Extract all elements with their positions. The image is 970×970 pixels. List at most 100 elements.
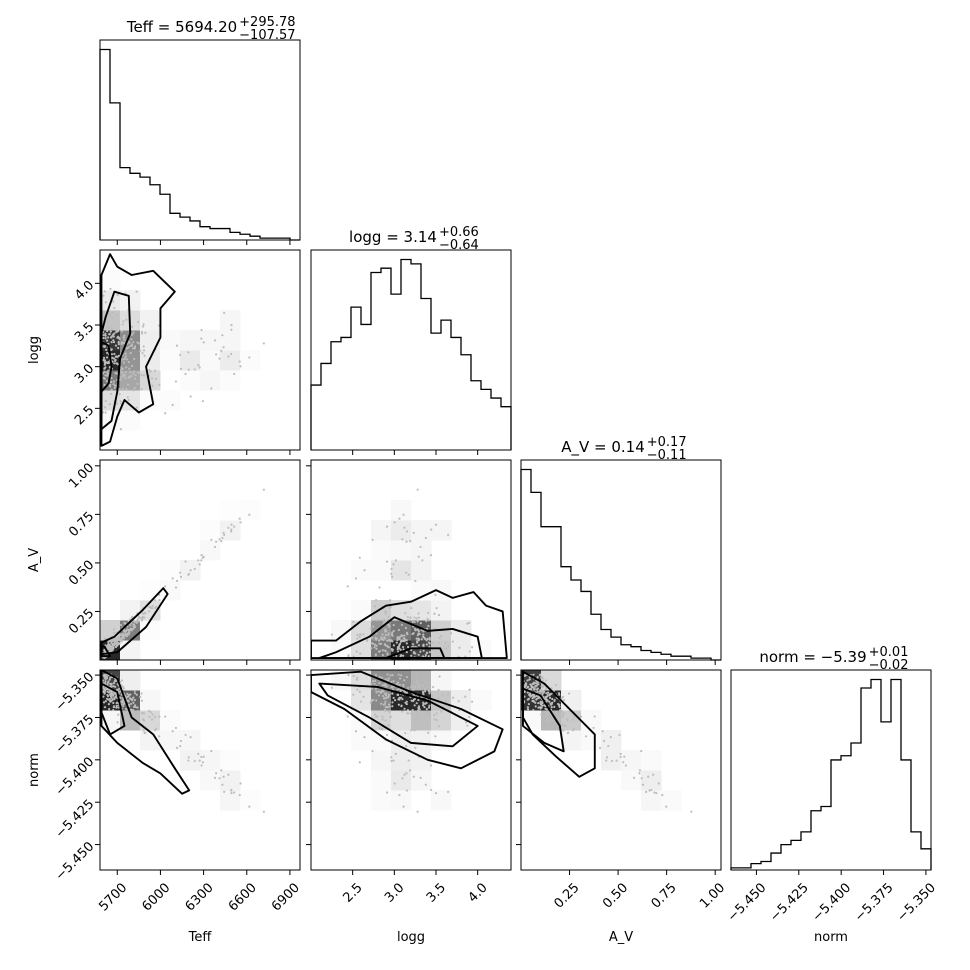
sample-point xyxy=(133,689,136,692)
sample-point xyxy=(133,377,136,380)
sample-point xyxy=(109,287,112,291)
sample-point xyxy=(543,704,546,707)
sample-point xyxy=(610,759,614,763)
sample-point xyxy=(536,675,539,679)
sample-point xyxy=(107,360,110,363)
sample-point xyxy=(370,699,373,702)
sample-point xyxy=(645,790,648,794)
sample-point xyxy=(417,698,420,702)
sample-point xyxy=(561,695,565,699)
sample-point xyxy=(422,645,425,648)
sample-point xyxy=(102,356,106,359)
density-cell xyxy=(371,770,392,791)
sample-point xyxy=(548,696,552,700)
sample-point xyxy=(409,539,412,543)
density-cell xyxy=(160,330,181,351)
sample-point xyxy=(355,650,358,653)
sample-point xyxy=(413,688,416,691)
sample-point xyxy=(189,569,192,572)
density-cell xyxy=(641,770,662,791)
sample-point xyxy=(101,372,105,375)
sample-point xyxy=(129,697,132,701)
sample-point xyxy=(107,702,110,706)
sample-point xyxy=(406,619,410,622)
sample-point xyxy=(136,371,139,374)
sample-point xyxy=(384,620,387,623)
sample-point xyxy=(403,637,406,640)
panel-title-norm: norm = −5.39 xyxy=(759,648,866,666)
sample-point xyxy=(405,744,408,748)
sample-point xyxy=(572,728,576,731)
sample-point xyxy=(468,621,471,624)
sample-point xyxy=(559,708,562,712)
title-plus-error: +0.17 xyxy=(647,435,687,450)
sample-point xyxy=(111,311,114,314)
sample-point xyxy=(398,642,402,645)
sample-point xyxy=(352,693,355,696)
sample-point xyxy=(112,383,115,386)
sample-point xyxy=(141,351,144,355)
sample-point xyxy=(541,692,544,695)
sample-point xyxy=(130,338,133,341)
sample-point xyxy=(413,685,416,688)
sample-point xyxy=(387,638,391,642)
x-tick-label: −5.375 xyxy=(852,880,897,925)
sample-point xyxy=(239,521,242,524)
sample-point xyxy=(238,793,241,797)
sample-point xyxy=(150,607,154,610)
contour-line xyxy=(521,670,596,778)
density-cell xyxy=(240,500,261,521)
sample-point xyxy=(174,380,178,383)
sample-point xyxy=(406,615,410,619)
panel-content xyxy=(311,670,504,813)
sample-point xyxy=(136,709,139,713)
sample-point xyxy=(109,676,112,679)
sample-point xyxy=(382,694,385,698)
sample-point xyxy=(562,712,565,715)
sample-point xyxy=(374,679,377,682)
sample-point xyxy=(398,635,402,639)
sample-point xyxy=(551,701,554,704)
density-cell xyxy=(411,690,432,711)
density-cell xyxy=(120,640,141,660)
sample-point xyxy=(661,793,664,797)
sample-point xyxy=(414,746,417,749)
contour-line xyxy=(100,645,112,658)
contour-line xyxy=(100,682,126,736)
sample-point xyxy=(391,701,394,704)
panel-frame xyxy=(99,39,301,241)
sample-point xyxy=(102,336,105,340)
sample-point xyxy=(381,653,384,657)
sample-point xyxy=(202,755,205,758)
sample-point xyxy=(392,696,395,700)
sample-point xyxy=(550,687,553,690)
sample-point xyxy=(377,690,381,693)
sample-point xyxy=(425,627,429,630)
sample-point xyxy=(381,728,384,731)
sample-point xyxy=(137,342,140,345)
histogram-norm xyxy=(730,669,932,871)
sample-point xyxy=(542,690,545,693)
sample-point xyxy=(558,717,561,720)
y-tick-label: −5.450 xyxy=(53,839,98,884)
sample-point xyxy=(122,361,126,364)
sample-point xyxy=(102,294,105,297)
sample-point xyxy=(124,352,127,355)
sample-point xyxy=(377,639,381,642)
sample-point xyxy=(102,685,105,688)
sample-point xyxy=(114,358,117,362)
density-cell xyxy=(561,730,582,751)
sample-point xyxy=(413,620,416,624)
density-cell xyxy=(140,580,161,601)
sample-point xyxy=(184,560,187,563)
sample-point xyxy=(527,702,530,706)
sample-point xyxy=(405,789,409,792)
x-tick-label: 6300 xyxy=(183,880,217,914)
sample-point xyxy=(534,705,537,708)
sample-point xyxy=(107,369,110,372)
sample-point xyxy=(358,761,361,764)
sample-point xyxy=(223,311,226,315)
sample-point xyxy=(110,690,113,693)
sample-point xyxy=(193,759,196,763)
sample-point xyxy=(416,620,419,623)
